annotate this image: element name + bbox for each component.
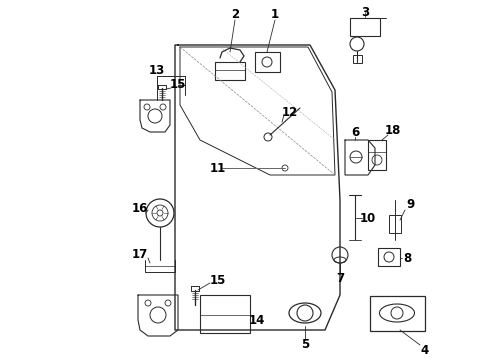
Text: 11: 11 <box>210 162 226 175</box>
Bar <box>370 296 425 331</box>
Text: 17: 17 <box>132 248 148 261</box>
Text: 15: 15 <box>210 274 226 287</box>
Text: 18: 18 <box>385 123 401 136</box>
Text: 15: 15 <box>170 78 186 91</box>
Text: 4: 4 <box>421 343 429 356</box>
Text: 13: 13 <box>149 63 165 77</box>
Text: 5: 5 <box>301 338 309 351</box>
Text: 16: 16 <box>132 202 148 215</box>
Text: 1: 1 <box>271 9 279 22</box>
Text: 12: 12 <box>282 105 298 118</box>
Text: 9: 9 <box>406 198 414 211</box>
Text: 10: 10 <box>360 211 376 225</box>
Text: 6: 6 <box>351 126 359 139</box>
Text: 7: 7 <box>336 271 344 284</box>
Bar <box>368 140 386 170</box>
Bar <box>255 52 280 72</box>
Bar <box>350 18 380 36</box>
Bar <box>378 248 400 266</box>
Text: 3: 3 <box>361 5 369 18</box>
Bar <box>389 215 401 233</box>
Text: 8: 8 <box>403 252 411 265</box>
Text: 2: 2 <box>231 9 239 22</box>
Text: 14: 14 <box>249 314 265 327</box>
Bar <box>215 62 245 80</box>
Bar <box>353 55 362 63</box>
Bar <box>200 295 250 333</box>
